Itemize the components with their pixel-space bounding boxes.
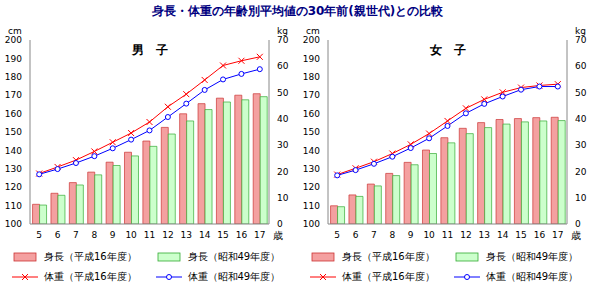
svg-text:16: 16 [534,230,546,240]
svg-text:190: 190 [303,54,320,64]
svg-text:200: 200 [8,35,22,45]
svg-text:8: 8 [91,230,97,240]
svg-text:150: 150 [8,127,22,137]
html-text:身長（昭和49年度）: 身長（昭和49年度） [187,251,281,262]
html-text:歳: 歳 [273,230,283,241]
svg-text:8: 8 [389,230,395,240]
svg-text:12: 12 [460,230,471,240]
svg-text:0: 0 [575,219,581,229]
svg-text:170: 170 [8,90,22,100]
svg-text:180: 180 [303,72,320,82]
svg-text:11: 11 [442,230,453,240]
svg-text:170: 170 [303,90,320,100]
svg-text:0: 0 [277,219,283,229]
svg-text:50: 50 [575,88,587,98]
svg-text:10: 10 [575,193,587,203]
html-text:男 子: 男 子 [131,43,168,57]
svg-text:140: 140 [303,146,320,156]
svg-text:140: 140 [8,146,22,156]
svg-text:14: 14 [497,230,509,240]
html-text:体重（平成16年度）: 体重（平成16年度） [342,271,435,282]
svg-text:40: 40 [575,114,587,124]
svg-text:5: 5 [36,230,42,240]
svg-text:6: 6 [55,230,61,240]
html-text:歳: 歳 [571,230,581,241]
svg-text:60: 60 [575,61,587,71]
svg-text:120: 120 [303,182,320,192]
svg-text:17: 17 [552,230,563,240]
svg-text:13: 13 [181,230,192,240]
html-text:体重（平成16年度）: 体重（平成16年度） [44,271,137,282]
svg-text:60: 60 [277,61,289,71]
svg-text:130: 130 [303,164,320,174]
html-text:身長（平成16年度）: 身長（平成16年度） [44,251,137,262]
svg-text:15: 15 [515,230,526,240]
svg-text:16: 16 [236,230,248,240]
svg-text:15: 15 [217,230,228,240]
svg-text:30: 30 [277,140,289,150]
svg-text:14: 14 [199,230,211,240]
svg-text:10: 10 [125,230,137,240]
html-text:kg: kg [277,26,288,36]
svg-text:110: 110 [303,201,320,211]
html-text:女 子: 女 子 [429,43,466,57]
svg-text:5: 5 [334,230,340,240]
svg-text:150: 150 [303,127,320,137]
html-text:身長・体重の年齢別平均値の30年前(親世代)との比較: 身長・体重の年齢別平均値の30年前(親世代)との比較 [151,4,444,18]
svg-text:9: 9 [408,230,414,240]
svg-text:11: 11 [144,230,155,240]
html-text:身長（平成16年度）: 身長（平成16年度） [342,251,435,262]
svg-text:50: 50 [277,88,289,98]
svg-text:10: 10 [277,193,289,203]
svg-text:40: 40 [277,114,289,124]
svg-text:190: 190 [8,54,22,64]
html-text:身長（昭和49年度）: 身長（昭和49年度） [485,251,579,262]
svg-text:110: 110 [8,201,22,211]
svg-text:100: 100 [303,219,320,229]
svg-text:9: 9 [110,230,116,240]
svg-text:7: 7 [371,230,377,240]
html-text:体重（昭和49年度）: 体重（昭和49年度） [187,271,281,282]
svg-text:160: 160 [303,109,320,119]
svg-text:130: 130 [8,164,22,174]
svg-text:7: 7 [73,230,79,240]
svg-text:100: 100 [8,219,22,229]
svg-text:17: 17 [254,230,265,240]
svg-text:13: 13 [479,230,490,240]
svg-text:70: 70 [575,35,587,45]
html-text:cm: cm [306,26,320,36]
svg-text:180: 180 [8,72,22,82]
svg-text:20: 20 [575,167,587,177]
svg-text:200: 200 [303,35,320,45]
svg-text:30: 30 [575,140,587,150]
html-text:kg: kg [575,26,586,36]
svg-text:70: 70 [277,35,289,45]
html-text:cm: cm [8,26,22,36]
svg-text:20: 20 [277,167,289,177]
svg-text:120: 120 [8,182,22,192]
svg-text:6: 6 [353,230,359,240]
html-text:体重（昭和49年度）: 体重（昭和49年度） [485,271,579,282]
svg-text:12: 12 [162,230,173,240]
svg-text:160: 160 [8,109,22,119]
svg-text:10: 10 [423,230,435,240]
